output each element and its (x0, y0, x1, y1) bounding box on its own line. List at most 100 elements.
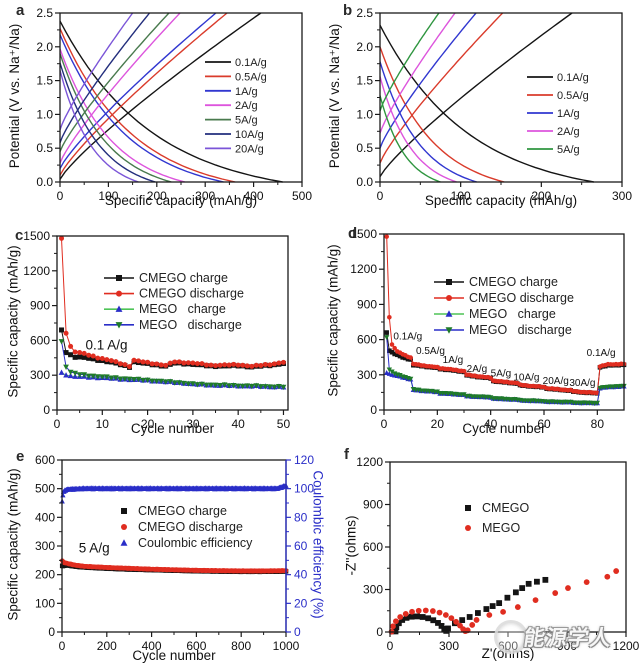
panel-letter-e: e (16, 448, 25, 465)
svg-text:CMEGO: CMEGO (482, 501, 530, 515)
legend: 0.1A/g 0.5A/g 1A/g 2A/g 5A/g (527, 72, 589, 156)
svg-text:0: 0 (387, 639, 394, 653)
svg-text:300: 300 (195, 189, 215, 203)
svg-text:5A/g: 5A/g (235, 115, 258, 127)
x-axis-label-f: Z'(ohms) (481, 646, 535, 661)
svg-text:0: 0 (377, 189, 384, 203)
svg-text:300: 300 (439, 639, 459, 653)
axes: 0 10 20 30 40 50 0 300 600 900 1200 1500 (23, 229, 290, 431)
annotation: 0.1 A/g (86, 338, 128, 353)
svg-text:800: 800 (231, 639, 251, 653)
svg-text:1000: 1000 (273, 639, 300, 653)
svg-text:0.1A/g: 0.1A/g (557, 72, 589, 84)
svg-text:200: 200 (147, 189, 167, 203)
svg-text:300: 300 (357, 368, 377, 382)
svg-text:40: 40 (231, 417, 245, 431)
svg-text:60: 60 (294, 539, 308, 553)
svg-text:0: 0 (48, 625, 55, 639)
y-axis-label-a: Potential (V vs. Na⁺/Na) (7, 23, 22, 169)
svg-text:600: 600 (357, 333, 377, 347)
svg-text:1.5: 1.5 (356, 74, 373, 88)
x-axis-label-d: Cycle number (462, 421, 546, 436)
series-layer (59, 12, 283, 183)
svg-text:20: 20 (431, 417, 445, 431)
svg-text:400: 400 (142, 639, 162, 653)
axes: 0 300 600 900 1200 0 300 600 900 1200 (356, 455, 639, 653)
svg-text:0.5A/g: 0.5A/g (416, 346, 445, 357)
svg-text:1A/g: 1A/g (557, 108, 580, 120)
svg-text:MEGO charge: MEGO charge (139, 302, 226, 316)
svg-text:CMEGO charge: CMEGO charge (138, 504, 227, 518)
svg-text:500: 500 (35, 482, 55, 496)
panel-letter-c: c (15, 227, 24, 244)
svg-text:100: 100 (35, 596, 55, 610)
svg-text:1500: 1500 (23, 229, 50, 243)
annotation: 0.5A/g (416, 346, 445, 357)
svg-text:60: 60 (537, 417, 551, 431)
svg-text:1A/g: 1A/g (443, 355, 464, 366)
svg-text:20: 20 (294, 596, 308, 610)
chart-long-cycling: 0 200 400 600 800 100001002003004005006000204… (35, 453, 314, 653)
svg-text:10A/g: 10A/g (513, 372, 539, 383)
svg-text:Coulombic efficiency: Coulombic efficiency (138, 536, 253, 550)
svg-text:20A/g: 20A/g (543, 376, 569, 387)
svg-text:MEGO discharge: MEGO discharge (469, 323, 572, 337)
svg-text:0: 0 (59, 639, 66, 653)
svg-text:1200: 1200 (613, 639, 640, 653)
legend: 0.1A/g 0.5A/g 1A/g 2A/g 5A/g 10A/g 20A/g (205, 57, 267, 155)
annotation: 5A/g (491, 368, 512, 379)
svg-text:2A/g: 2A/g (467, 364, 488, 375)
y-axis-label-e: Specific capacity (mAh/g) (5, 468, 21, 621)
svg-text:CMEGO discharge: CMEGO discharge (138, 520, 243, 534)
axes: 0 200 400 600 800 100001002003004005006000204… (35, 453, 314, 653)
axes: 0 20 40 60 80 0 300 600 900 1200 1500 (350, 227, 625, 431)
panel-letter-f: f (344, 446, 349, 463)
y2-axis-label-e: Coulombic efficiency (%) (310, 470, 326, 619)
svg-text:MEGO: MEGO (482, 521, 520, 535)
svg-text:600: 600 (186, 639, 206, 653)
svg-text:400: 400 (35, 510, 55, 524)
svg-text:0: 0 (376, 625, 383, 639)
x-axis-label-e: Cycle number (132, 648, 216, 663)
svg-text:400: 400 (244, 189, 264, 203)
svg-text:2.0: 2.0 (36, 40, 53, 54)
x-axis-label-c: Cycle number (130, 421, 215, 436)
svg-text:0.1A/g: 0.1A/g (235, 57, 267, 69)
panel-e: 0 200 400 600 800 1000 0 100 200 300 400 500 600 0 20 4… (0, 448, 340, 672)
svg-text:5 A/g: 5 A/g (79, 540, 110, 555)
x-axis-label-a: Specific capacity (mAh/g) (104, 193, 258, 208)
svg-text:2A/g: 2A/g (557, 126, 580, 138)
svg-text:100: 100 (451, 189, 471, 203)
svg-text:0: 0 (57, 189, 64, 203)
svg-text:0.5: 0.5 (356, 141, 373, 155)
annotation: 5 A/g (79, 540, 110, 555)
svg-text:80: 80 (294, 510, 308, 524)
svg-text:CMEGO discharge: CMEGO discharge (139, 287, 244, 301)
svg-text:500: 500 (292, 189, 312, 203)
svg-text:1200: 1200 (350, 262, 377, 276)
svg-text:300: 300 (30, 368, 50, 382)
svg-text:200: 200 (35, 568, 55, 582)
svg-text:900: 900 (557, 639, 577, 653)
svg-text:0.1 A/g: 0.1 A/g (86, 338, 128, 353)
svg-text:600: 600 (35, 453, 55, 467)
svg-text:100: 100 (294, 482, 314, 496)
chart-galvanostatic-cmego: 0 100 200 300 400 500 0.0 0.5 1.0 1.5 2.0 2.5 0.1A/g… (36, 6, 312, 203)
svg-text:1.0: 1.0 (36, 107, 53, 121)
svg-text:600: 600 (498, 639, 518, 653)
svg-text:1500: 1500 (350, 227, 377, 241)
svg-text:40: 40 (484, 417, 498, 431)
svg-text:200: 200 (97, 639, 117, 653)
svg-text:600: 600 (30, 333, 50, 347)
y-axis-label-f: -Z''(ohms) (343, 515, 359, 576)
series-layer (388, 568, 620, 635)
panel-d: 0 20 40 60 80 0 300 600 900 1200 1500 CMEGO charge C… (320, 224, 640, 448)
svg-text:1200: 1200 (23, 264, 50, 278)
svg-text:2.5: 2.5 (356, 6, 373, 20)
svg-text:5A/g: 5A/g (491, 368, 512, 379)
svg-text:20: 20 (141, 417, 155, 431)
